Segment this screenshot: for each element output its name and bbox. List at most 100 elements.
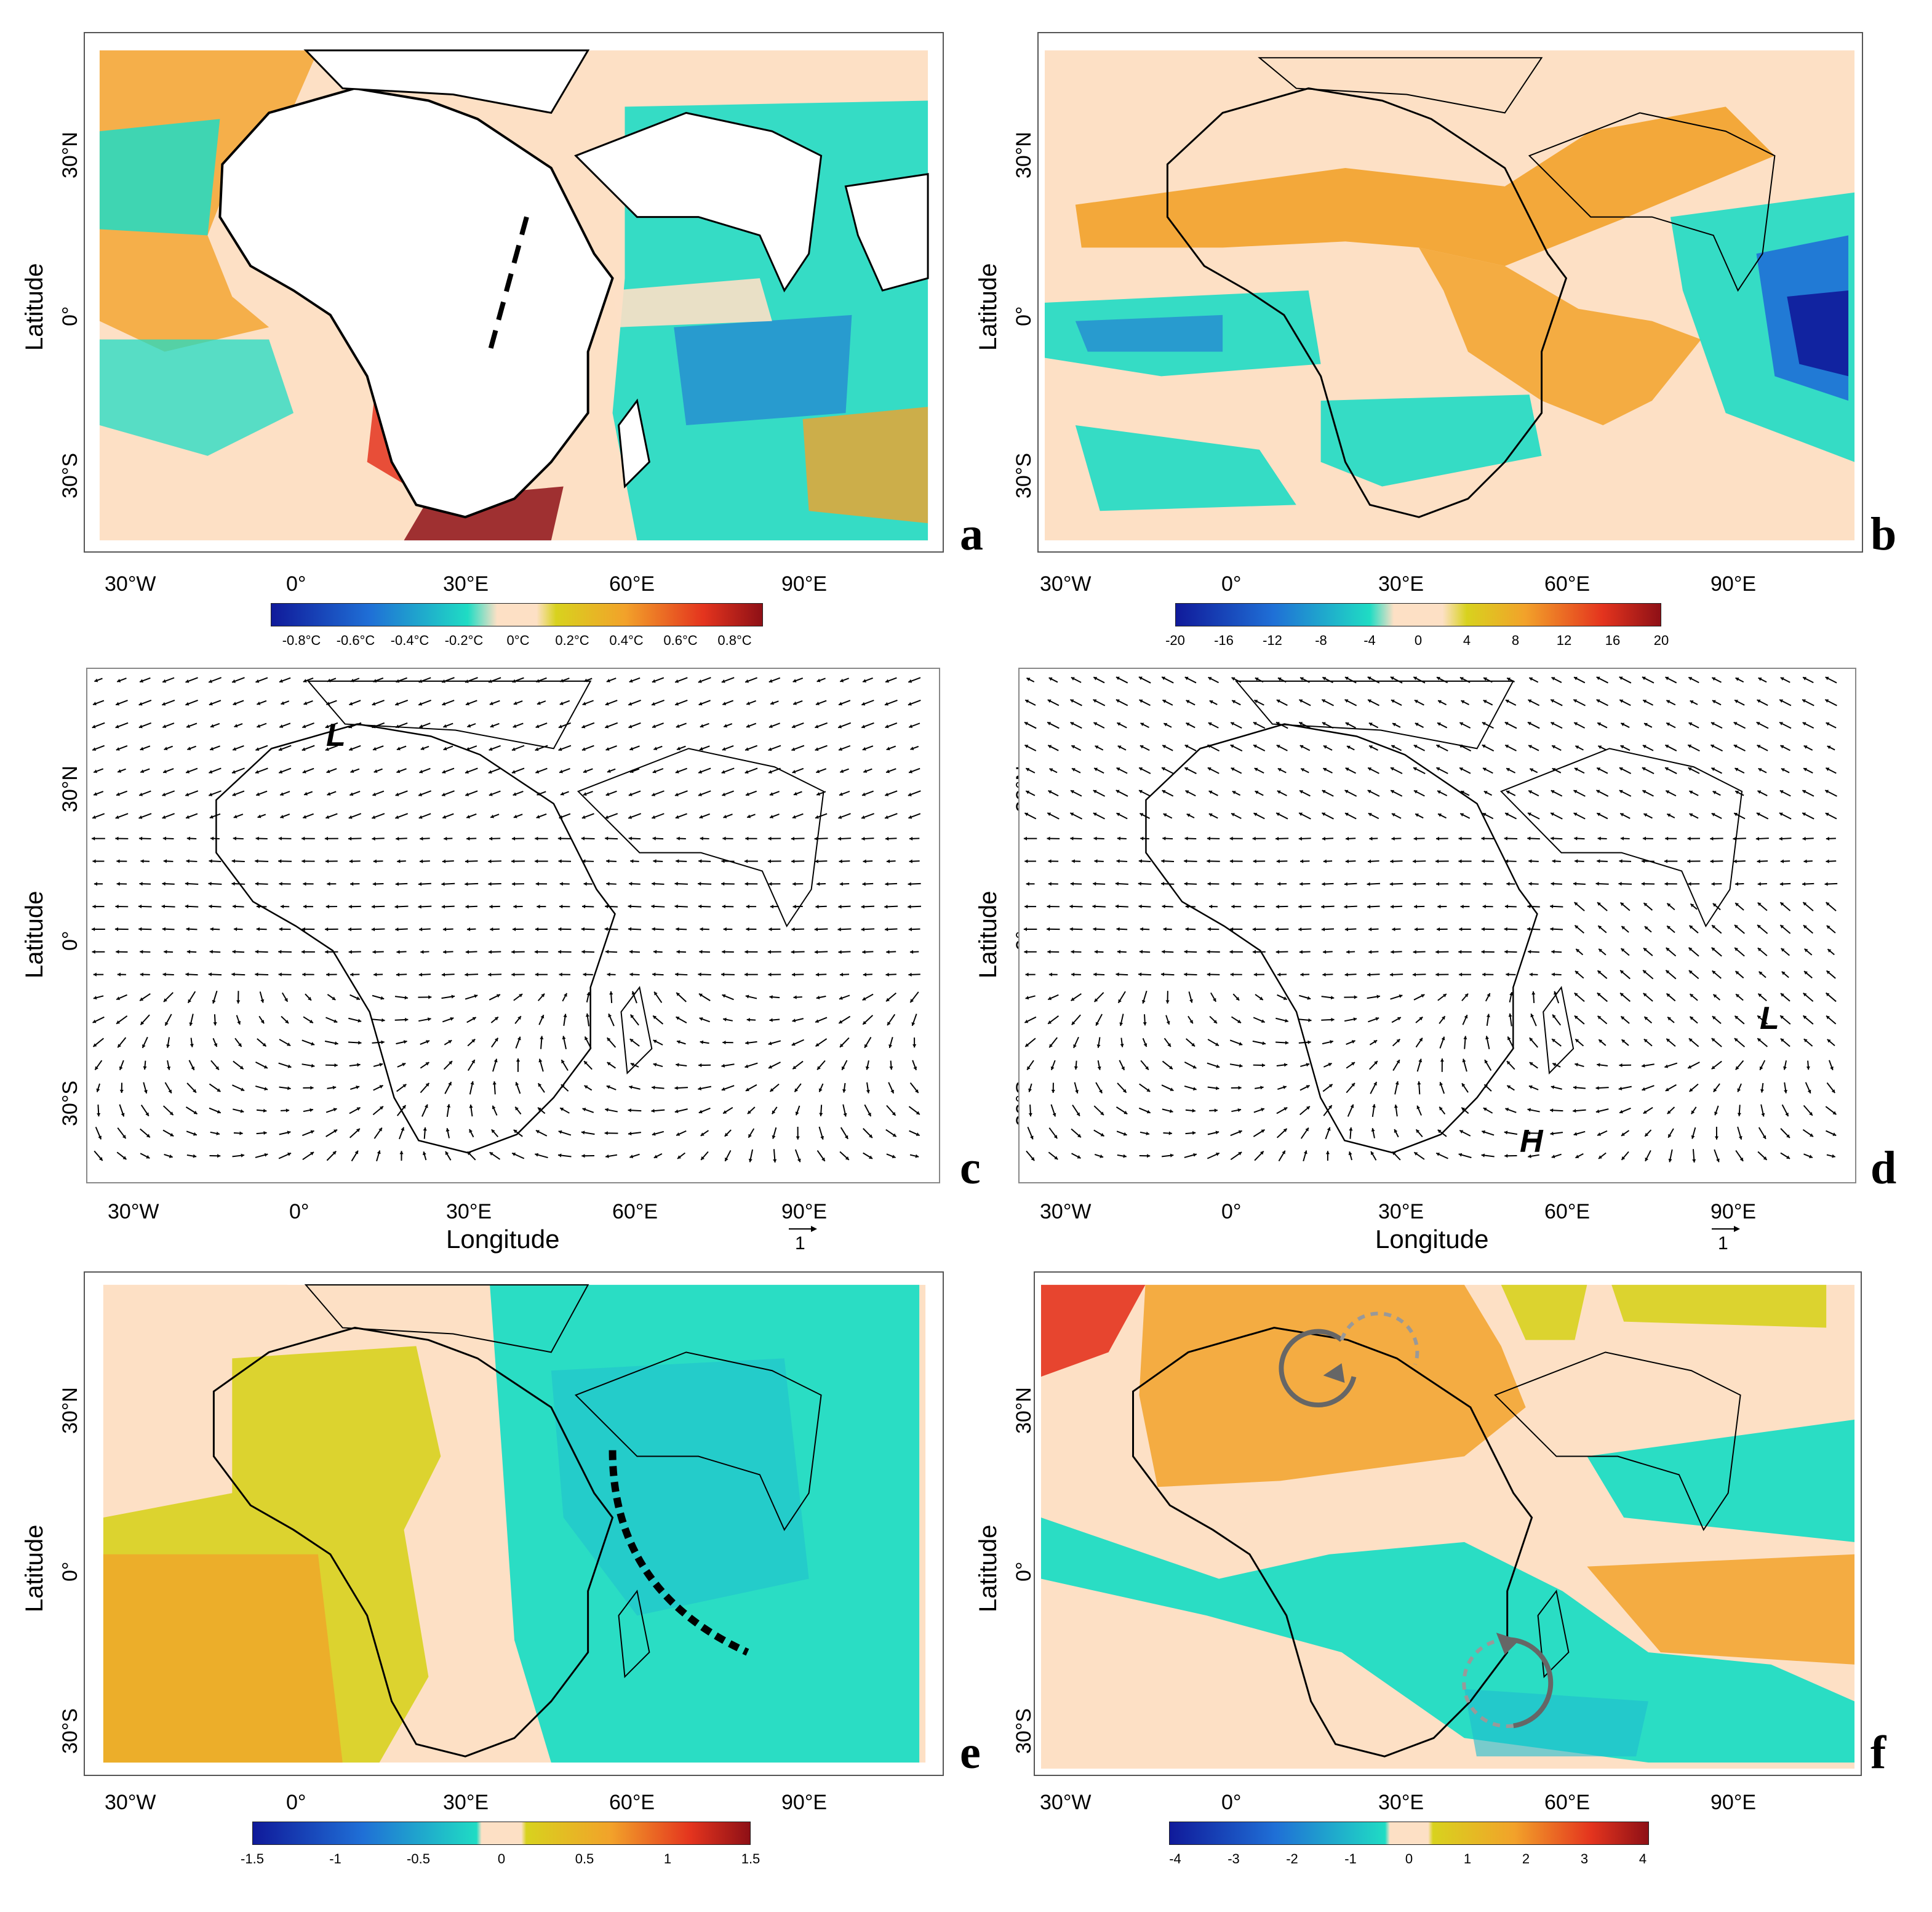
wind-vector-arrowhead bbox=[861, 815, 865, 819]
wind-vector-arrowhead bbox=[1253, 905, 1257, 909]
wind-vector-arrowhead bbox=[745, 836, 749, 841]
wind-vector-arrowhead bbox=[1368, 722, 1373, 726]
wind-vector-arrowhead bbox=[466, 815, 471, 818]
wind-vector-arrowhead bbox=[652, 1086, 655, 1090]
wind-vector-arrowhead bbox=[1416, 1129, 1420, 1134]
wind-vector-arrowhead bbox=[279, 927, 282, 931]
wind-vector-arrowhead bbox=[1192, 1087, 1197, 1091]
wind-vector-arrowhead bbox=[93, 702, 97, 706]
wind-vector-arrowhead bbox=[1506, 1061, 1511, 1065]
wind-vector-arrowhead bbox=[1505, 859, 1509, 863]
wind-vector-arrowhead bbox=[373, 972, 377, 977]
wind-vector-arrowhead bbox=[1643, 993, 1647, 997]
wind-vector-arrowhead bbox=[1367, 972, 1371, 977]
wind-vector-arrowhead bbox=[652, 972, 656, 977]
wind-vector-arrowhead bbox=[1667, 814, 1671, 817]
wind-vector-arrowhead bbox=[1184, 859, 1188, 863]
wind-vector-arrowhead bbox=[1460, 813, 1464, 817]
wind-vector-arrowhead bbox=[674, 882, 678, 886]
wind-vector-arrowhead bbox=[816, 882, 820, 886]
wind-vector-arrowhead bbox=[373, 859, 377, 863]
wind-vector-arrowhead bbox=[1757, 948, 1762, 952]
wind-vector-arrowhead bbox=[186, 724, 190, 728]
wind-vector-arrowhead bbox=[628, 1131, 632, 1136]
wind-vector-arrowhead bbox=[1506, 882, 1510, 886]
wind-vector-arrowhead bbox=[816, 769, 820, 774]
wind-vector-arrowhead bbox=[535, 1130, 540, 1134]
wind-vector-arrowhead bbox=[1028, 1088, 1032, 1092]
wind-vector-arrowhead bbox=[1054, 1156, 1058, 1160]
wind-vector-arrowhead bbox=[1783, 1066, 1787, 1070]
wind-vector-arrowhead bbox=[466, 836, 470, 841]
wind-vector-arrowhead bbox=[138, 927, 142, 931]
wind-vector-arrowhead bbox=[1665, 767, 1669, 771]
wind-vector-arrowhead bbox=[1367, 882, 1370, 886]
wind-vector-arrowhead bbox=[1550, 1131, 1554, 1136]
wind-vector-arrowhead bbox=[1300, 859, 1304, 863]
wind-vector-arrowhead bbox=[209, 679, 213, 683]
circulation-arc-solid bbox=[1501, 1637, 1554, 1729]
wind-vector-arrowhead bbox=[1802, 790, 1806, 794]
wind-vector-arrowhead bbox=[1735, 678, 1739, 681]
wind-vector-arrowhead bbox=[1666, 790, 1670, 794]
wind-vector-arrowhead bbox=[1369, 745, 1373, 749]
wind-vector-arrowhead bbox=[231, 972, 235, 977]
wind-vector-arrowhead bbox=[471, 1039, 476, 1043]
wind-vector-arrowhead bbox=[425, 1062, 429, 1066]
wind-vector-arrowhead bbox=[677, 746, 681, 751]
wind-vector-arrowhead bbox=[1146, 1088, 1151, 1092]
wind-vector-arrowhead bbox=[1780, 925, 1784, 929]
wind-vector-arrowhead bbox=[862, 950, 866, 954]
wind-vector-arrowhead bbox=[1621, 1039, 1626, 1043]
wind-vector-arrowhead bbox=[1482, 813, 1487, 817]
wind-vector-arrowhead bbox=[1069, 927, 1073, 931]
longitude-label: Longitude bbox=[446, 1225, 560, 1254]
wind-vector-arrowhead bbox=[1412, 972, 1416, 977]
wind-vector-arrowhead bbox=[519, 994, 523, 998]
wind-vector-arrowhead bbox=[768, 747, 772, 751]
wind-vector-arrowhead bbox=[772, 1110, 776, 1114]
wind-vector-arrowhead bbox=[1116, 972, 1119, 977]
positive-peak-northwest bbox=[1040, 1284, 1146, 1377]
wind-vector-arrowhead bbox=[1712, 970, 1716, 975]
wind-vector-arrowhead bbox=[1374, 1061, 1378, 1065]
wind-vector-arrowhead bbox=[513, 905, 517, 909]
wind-vector-arrowhead bbox=[1419, 1017, 1423, 1021]
wind-vector-arrowhead bbox=[843, 1113, 847, 1117]
wind-vector-arrowhead bbox=[558, 859, 562, 863]
wind-vector-arrowhead bbox=[1711, 813, 1715, 817]
wind-vector-arrowhead bbox=[1186, 722, 1190, 726]
wind-vector-arrowhead bbox=[1298, 836, 1302, 841]
wind-vector-arrowhead bbox=[326, 769, 330, 774]
wind-vector-arrowhead bbox=[116, 747, 120, 751]
wind-vector-arrowhead bbox=[1437, 722, 1441, 726]
wind-vector-arrowhead bbox=[744, 882, 748, 886]
wind-vector-arrowhead bbox=[1459, 767, 1463, 771]
wind-vector-arrowhead bbox=[1389, 882, 1393, 886]
wind-vector-arrowhead bbox=[1807, 1089, 1811, 1094]
wind-vector-arrowhead bbox=[699, 1017, 703, 1021]
wind-vector-arrowhead bbox=[1461, 1107, 1466, 1111]
wind-vector-arrowhead bbox=[138, 702, 143, 706]
wind-vector-arrowhead bbox=[885, 724, 889, 729]
wind-vector-arrowhead bbox=[278, 747, 282, 751]
wind-vector-arrowhead bbox=[488, 972, 492, 977]
wind-vector-arrowhead bbox=[562, 1036, 566, 1040]
wind-vector-arrowhead bbox=[1396, 1039, 1400, 1043]
wind-vector-arrowhead bbox=[1261, 1108, 1264, 1112]
wind-vector-arrowhead bbox=[1239, 1042, 1243, 1046]
wind-vector-arrowhead bbox=[232, 770, 236, 774]
wind-vector-arrowhead bbox=[236, 1000, 241, 1004]
wind-vector-arrowhead bbox=[513, 724, 517, 728]
wind-vector-arrowhead bbox=[541, 993, 545, 998]
wind-vector-arrowhead bbox=[424, 1104, 428, 1108]
wind-vector-arrowhead bbox=[886, 746, 890, 751]
wind-vector-arrowhead bbox=[419, 724, 423, 728]
circulation-arc-solid bbox=[1279, 1329, 1357, 1407]
colorbar-tick: -4 bbox=[1169, 1851, 1181, 1866]
wind-vector-arrowhead bbox=[1231, 767, 1235, 771]
wind-vector-arrowhead bbox=[629, 882, 633, 886]
wind-vector-arrowhead bbox=[1023, 927, 1027, 932]
wind-vector-arrowhead bbox=[122, 1156, 127, 1160]
wind-vector-arrowhead bbox=[1071, 1021, 1076, 1025]
